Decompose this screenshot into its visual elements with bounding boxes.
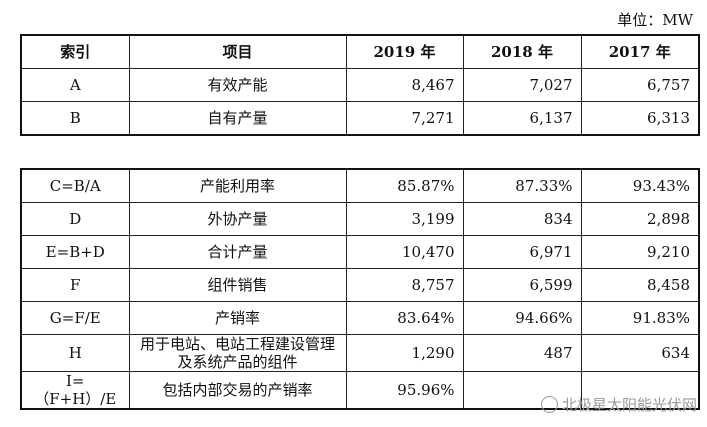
value-2018: 6,599 (462, 268, 582, 302)
wechat-icon (540, 396, 558, 413)
row-index: C=B/A (20, 168, 130, 203)
row-index: B (20, 101, 130, 136)
table-row: B 自有产量 7,271 6,137 6,313 (20, 101, 700, 136)
table-row: F 组件销售 8,757 6,599 8,458 (20, 268, 700, 302)
table-row: H 用于电站、电站工程建设管理及系统产品的组件 1,290 487 634 (20, 334, 700, 372)
value-2017: 6,313 (580, 101, 700, 136)
value-2018: 7,027 (462, 68, 582, 102)
unit-label: 单位：MW (617, 11, 693, 29)
value-2019: 10,470 (345, 235, 464, 269)
row-item: 有效产能 (128, 68, 347, 102)
table-row: A 有效产能 8,467 7,027 6,757 (20, 68, 700, 102)
value-2019: 8,757 (345, 268, 464, 302)
table-row: G=F/E 产销率 83.64% 94.66% 91.83% (20, 301, 700, 335)
value-2019: 83.64% (345, 301, 464, 335)
value-2018: 487 (462, 334, 582, 372)
value-2019: 1,290 (345, 334, 464, 372)
row-index: A (20, 68, 130, 102)
row-index: E=B+D (20, 235, 130, 269)
row-item: 用于电站、电站工程建设管理及系统产品的组件 (128, 334, 347, 372)
value-2017: 9,210 (580, 235, 700, 269)
value-2017: 93.43% (580, 168, 700, 203)
row-item: 组件销售 (128, 268, 347, 302)
value-2018: 6,971 (462, 235, 582, 269)
value-2017: 8,458 (580, 268, 700, 302)
value-2019: 3,199 (345, 202, 464, 236)
row-index: H (20, 334, 130, 372)
header-2019: 2019 年 (345, 34, 464, 69)
value-2019: 8,467 (345, 68, 464, 102)
row-item: 自有产量 (128, 101, 347, 136)
value-2018: 87.33% (462, 168, 582, 203)
row-index: G=F/E (20, 301, 130, 335)
row-item: 产能利用率 (128, 168, 347, 203)
value-2018: 834 (462, 202, 582, 236)
value-2019: 85.87% (345, 168, 464, 203)
sales-table: C=B/A 产能利用率 85.87% 87.33% 93.43% D 外协产量 … (20, 168, 700, 410)
row-item: 产销率 (128, 301, 347, 335)
header-index: 索引 (20, 34, 130, 69)
row-index: I=（F+H）/E (20, 371, 130, 410)
row-item: 包括内部交易的产销率 (128, 371, 347, 410)
header-2017: 2017 年 (580, 34, 700, 69)
value-2018: 94.66% (462, 301, 582, 335)
value-2019: 7,271 (345, 101, 464, 136)
value-2017: 2,898 (580, 202, 700, 236)
capacity-table: 索引 项目 2019 年 2018 年 2017 年 A 有效产能 8,467 … (20, 34, 700, 136)
value-2017: 6,757 (580, 68, 700, 102)
table-row: I=（F+H）/E 包括内部交易的产销率 95.96% (20, 371, 700, 410)
header-2018: 2018 年 (462, 34, 582, 69)
table-row: D 外协产量 3,199 834 2,898 (20, 202, 700, 236)
value-2017: 634 (580, 334, 700, 372)
table-row: C=B/A 产能利用率 85.87% 87.33% 93.43% (20, 168, 700, 203)
row-index: F (20, 268, 130, 302)
row-item: 合计产量 (128, 235, 347, 269)
row-index: D (20, 202, 130, 236)
value-2018: 6,137 (462, 101, 582, 136)
table-row: E=B+D 合计产量 10,470 6,971 9,210 (20, 235, 700, 269)
header-item: 项目 (128, 34, 347, 69)
watermark: 北极星太阳能光伏网 (540, 394, 697, 415)
row-item: 外协产量 (128, 202, 347, 236)
table-header-row: 索引 项目 2019 年 2018 年 2017 年 (20, 34, 700, 69)
value-2019: 95.96% (345, 371, 464, 410)
watermark-text: 北极星太阳能光伏网 (561, 396, 697, 414)
value-2017 (580, 371, 700, 410)
value-2017: 91.83% (580, 301, 700, 335)
